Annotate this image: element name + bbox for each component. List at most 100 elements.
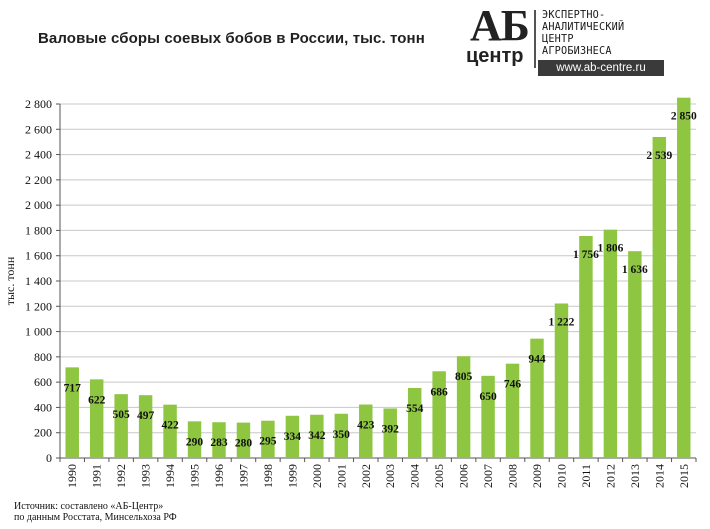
x-tick-label: 2000 xyxy=(310,464,324,488)
x-tick-label: 1996 xyxy=(212,464,226,488)
logo-divider xyxy=(534,10,536,68)
chart-title: Валовые сборы соевых бобов в России, тыс… xyxy=(38,30,425,47)
bar xyxy=(677,97,691,458)
data-label: 350 xyxy=(333,429,351,441)
bar xyxy=(481,375,495,458)
bar xyxy=(554,303,569,458)
y-tick-label: 2 000 xyxy=(25,198,52,212)
x-tick-label: 2005 xyxy=(432,464,446,488)
data-label: 1 222 xyxy=(549,317,575,329)
data-label: 280 xyxy=(235,438,253,450)
bar xyxy=(359,404,373,458)
logo-line-4: АГРОБИЗНЕСА xyxy=(542,46,612,57)
data-label: 2 850 xyxy=(671,111,697,123)
x-tick-label: 2006 xyxy=(457,464,471,488)
data-label: 422 xyxy=(161,420,179,432)
x-tick-label: 2007 xyxy=(481,464,495,488)
y-axis-label: тыс. тонн xyxy=(3,256,17,305)
x-tick-label: 1993 xyxy=(139,464,153,488)
y-tick-label: 1 000 xyxy=(25,325,52,339)
x-tick-label: 2015 xyxy=(677,464,691,488)
x-tick-label: 1995 xyxy=(188,464,202,488)
y-tick-label: 1 800 xyxy=(25,223,52,237)
y-tick-label: 800 xyxy=(34,350,52,364)
data-label: 650 xyxy=(479,391,497,403)
data-label: 1 806 xyxy=(597,243,623,255)
data-label: 342 xyxy=(308,430,326,442)
y-tick-label: 600 xyxy=(34,375,52,389)
y-tick-label: 1 600 xyxy=(25,249,52,263)
x-tick-label: 1991 xyxy=(90,464,104,488)
source-line-2: по данным Росстата, Минсельхоза РФ xyxy=(14,512,177,523)
y-tick-label: 2 800 xyxy=(25,97,52,111)
bar xyxy=(628,251,642,458)
logo-brand-top: АБ xyxy=(470,1,530,50)
x-tick-label: 2009 xyxy=(530,464,544,488)
x-tick-label: 1990 xyxy=(65,464,79,488)
x-tick-label: 2004 xyxy=(408,464,422,488)
x-tick-label: 1998 xyxy=(261,464,275,488)
data-label: 505 xyxy=(113,409,131,421)
y-tick-label: 1 200 xyxy=(25,299,52,313)
data-label: 497 xyxy=(137,410,155,422)
logo-brand-bottom: центр xyxy=(466,45,524,67)
source-note: Источник: составлено «АБ-Центр» по данны… xyxy=(14,501,177,523)
logo-line-2: АНАЛИТИЧЕСКИЙ xyxy=(542,22,625,33)
x-tick-label: 2008 xyxy=(506,464,520,488)
bar xyxy=(456,356,471,458)
bar xyxy=(285,415,300,458)
x-tick-label: 2001 xyxy=(334,464,348,488)
y-tick-label: 200 xyxy=(34,426,52,440)
data-label: 554 xyxy=(406,403,424,415)
data-label: 686 xyxy=(431,386,449,398)
x-tick-label: 1997 xyxy=(236,464,250,488)
y-tick-label: 400 xyxy=(34,400,52,414)
bar xyxy=(212,422,226,458)
data-label: 283 xyxy=(210,437,228,449)
x-tick-label: 1999 xyxy=(285,464,299,488)
x-tick-label: 2011 xyxy=(579,464,593,488)
data-label: 944 xyxy=(528,354,546,366)
source-line-1: Источник: составлено «АБ-Центр» xyxy=(14,501,164,512)
data-label: 334 xyxy=(284,431,302,443)
x-tick-label: 2002 xyxy=(359,464,373,488)
bar xyxy=(407,387,422,458)
bar xyxy=(163,404,177,458)
logo-url[interactable]: www.ab-centre.ru xyxy=(538,60,664,76)
x-tick-label: 2010 xyxy=(554,464,568,488)
y-tick-label: 2 600 xyxy=(25,122,52,136)
y-tick-label: 2 200 xyxy=(25,173,52,187)
x-tick-label: 2013 xyxy=(628,464,642,488)
bar xyxy=(89,379,104,458)
bar xyxy=(65,367,79,458)
data-label: 295 xyxy=(259,436,277,448)
bar xyxy=(334,413,349,458)
x-tick-label: 1994 xyxy=(163,464,177,488)
bar xyxy=(383,408,397,458)
bar xyxy=(261,420,275,458)
bar xyxy=(505,363,520,458)
data-label: 1 756 xyxy=(573,249,599,261)
logo-line-3: ЦЕНТР xyxy=(542,34,574,45)
bar xyxy=(603,229,618,458)
x-tick-label: 1992 xyxy=(114,464,128,488)
bar xyxy=(432,371,446,458)
data-label: 1 636 xyxy=(622,264,648,276)
y-tick-label: 1 400 xyxy=(25,274,52,288)
logo-line-1: ЭКСПЕРТНО- xyxy=(542,10,606,21)
bar xyxy=(530,338,544,458)
x-tick-label: 2012 xyxy=(603,464,617,488)
bar xyxy=(138,395,153,458)
data-label: 2 539 xyxy=(646,150,672,162)
data-label: 746 xyxy=(504,379,522,391)
bar xyxy=(652,136,667,458)
x-tick-label: 2014 xyxy=(652,464,666,488)
logo-tagline: ЭКСПЕРТНО- АНАЛИТИЧЕСКИЙ ЦЕНТР АГРОБИЗНЕ… xyxy=(542,10,624,58)
y-tick-label: 0 xyxy=(46,451,52,465)
data-label: 805 xyxy=(455,371,473,383)
y-tick-label: 2 400 xyxy=(25,148,52,162)
bar xyxy=(114,394,128,458)
data-label: 290 xyxy=(186,436,204,448)
data-label: 423 xyxy=(357,420,375,432)
